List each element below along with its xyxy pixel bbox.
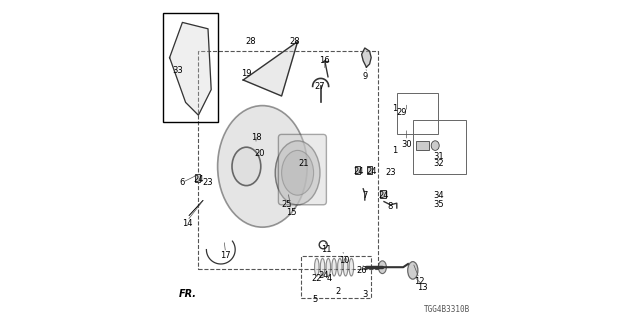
Text: 24: 24 [193, 175, 204, 184]
Ellipse shape [431, 141, 439, 150]
Text: 2: 2 [335, 287, 340, 296]
Text: 4: 4 [327, 274, 332, 283]
Text: 33: 33 [172, 66, 183, 75]
Text: 28: 28 [289, 37, 300, 46]
Text: FR.: FR. [179, 289, 197, 300]
Text: 26: 26 [356, 266, 367, 275]
Polygon shape [170, 22, 211, 115]
Text: TGG4B3310B: TGG4B3310B [424, 305, 470, 314]
Ellipse shape [332, 259, 337, 276]
Text: 7: 7 [362, 191, 367, 200]
Text: 13: 13 [417, 284, 428, 292]
Text: 21: 21 [299, 159, 309, 168]
Ellipse shape [218, 106, 307, 227]
Ellipse shape [321, 259, 325, 276]
Ellipse shape [378, 261, 387, 274]
Ellipse shape [314, 259, 319, 276]
Text: 1: 1 [392, 104, 398, 113]
Text: 32: 32 [433, 159, 444, 168]
Text: 29: 29 [396, 108, 407, 116]
Text: 24: 24 [366, 167, 376, 176]
Text: 34: 34 [433, 191, 444, 200]
Text: 24: 24 [353, 167, 364, 176]
Ellipse shape [282, 150, 314, 195]
Text: 25: 25 [281, 200, 292, 209]
Text: 3: 3 [362, 290, 367, 299]
Bar [367, 166, 372, 174]
Text: 10: 10 [339, 256, 349, 265]
Ellipse shape [344, 259, 348, 276]
Ellipse shape [408, 262, 418, 279]
Text: 1: 1 [392, 146, 398, 155]
Text: 24: 24 [318, 271, 328, 280]
Text: 6: 6 [180, 178, 185, 187]
Text: 19: 19 [241, 69, 252, 78]
Text: 27: 27 [315, 82, 325, 91]
Ellipse shape [349, 259, 354, 276]
Ellipse shape [326, 259, 331, 276]
FancyBboxPatch shape [278, 134, 326, 205]
Text: 35: 35 [433, 200, 444, 209]
Text: 30: 30 [401, 140, 412, 148]
Bar [416, 141, 429, 150]
Text: 12: 12 [414, 277, 424, 286]
Text: 24: 24 [379, 191, 389, 200]
Bar [380, 190, 385, 198]
Text: 8: 8 [388, 202, 393, 211]
Text: 17: 17 [220, 252, 231, 260]
Text: 31: 31 [433, 152, 444, 161]
Ellipse shape [232, 147, 261, 186]
Text: 20: 20 [254, 149, 264, 158]
Text: 22: 22 [312, 274, 322, 283]
Text: 11: 11 [321, 245, 332, 254]
Text: 18: 18 [251, 133, 261, 142]
Ellipse shape [275, 141, 320, 205]
Text: 23: 23 [203, 178, 213, 187]
Ellipse shape [337, 259, 342, 276]
Text: 14: 14 [182, 220, 193, 228]
Text: 28: 28 [246, 37, 257, 46]
Text: 9: 9 [362, 72, 367, 81]
Bar [195, 174, 200, 182]
Text: 16: 16 [319, 56, 330, 65]
Text: 5: 5 [312, 295, 318, 304]
Polygon shape [243, 42, 298, 96]
Text: 23: 23 [385, 168, 396, 177]
Text: 15: 15 [286, 208, 296, 217]
Bar [355, 166, 360, 174]
Polygon shape [362, 48, 371, 67]
